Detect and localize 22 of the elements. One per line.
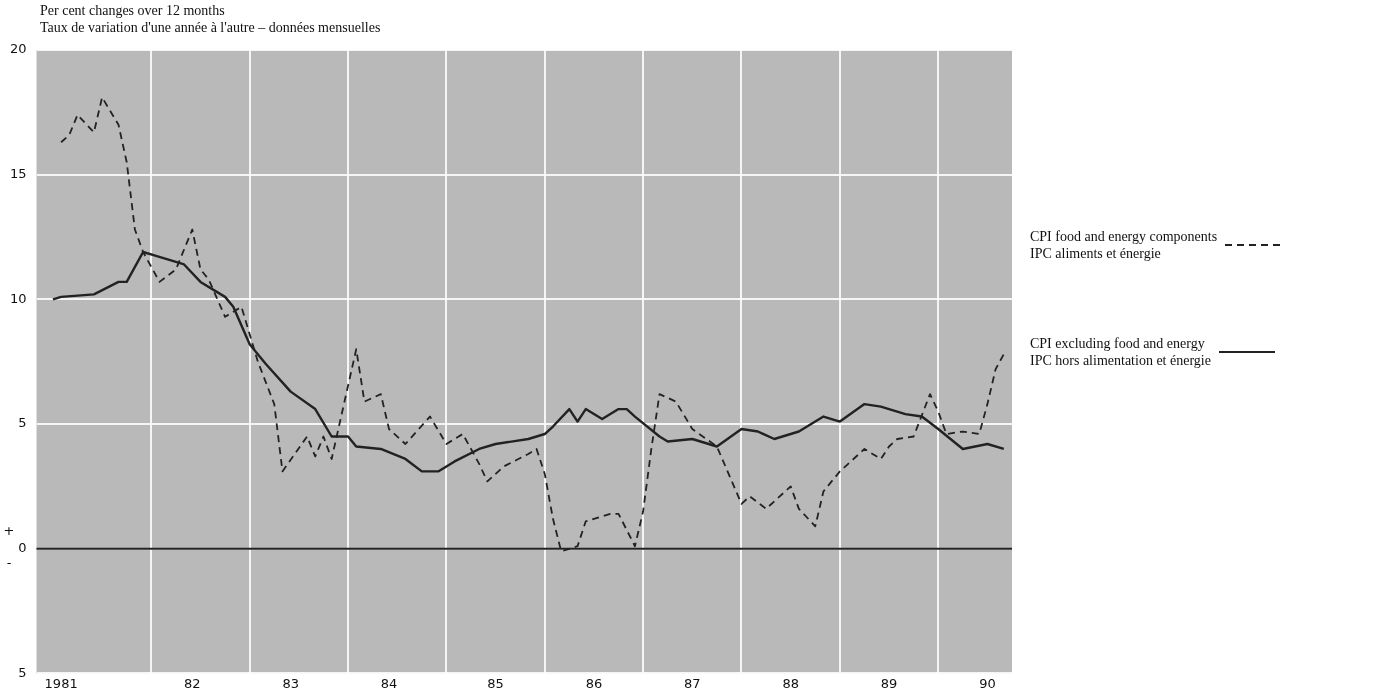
y-tick-label: 5 [18,415,27,431]
chart-title: Per cent changes over 12 months [40,2,226,19]
legend-label: CPI excluding food and energy IPC hors alimentation et énergie [1030,335,1211,369]
x-tick-label: 84 [380,675,398,691]
legend-label: CPI food and energy components IPC aliments et énergie [1030,228,1218,262]
x-tick-label: 88 [782,675,799,691]
x-tick-label: 85 [487,675,504,691]
x-tick-label: 86 [585,675,603,691]
text: + [3,523,15,539]
text: - [6,555,12,571]
y-tick-label: 15 [10,166,27,182]
y-tick-label: 0 [18,540,27,556]
x-tick-label: 87 [684,675,701,691]
y-tick-label: 5 [18,664,27,680]
x-tick-label: 83 [282,675,299,691]
x-tick-label: 89 [880,675,898,691]
x-tick-label: 82 [184,675,201,691]
y-tick-label: 20 [10,41,27,57]
x-tick-label: 90 [979,675,996,691]
y-tick-label: 10 [10,290,27,306]
x-tick-label: 1981 [44,675,78,691]
chart-subtitle: Taux de variation d'une année à l'autre – données mensuelles [40,19,381,36]
